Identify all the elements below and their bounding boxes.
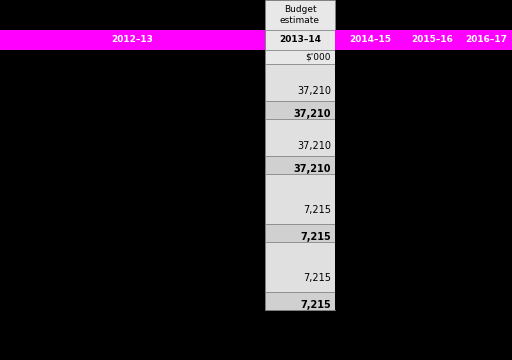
Bar	[0, 224, 265, 242]
Bar	[0, 30, 265, 50]
Bar	[405, 30, 460, 50]
Text: 7,215: 7,215	[303, 273, 331, 283]
Bar	[265, 50, 335, 64]
Bar	[265, 224, 335, 242]
Text: 2015–16: 2015–16	[412, 36, 454, 45]
Bar	[265, 101, 335, 119]
Text: 37,210: 37,210	[293, 109, 331, 119]
Text: 7,215: 7,215	[300, 300, 331, 310]
Bar	[265, 30, 335, 50]
Bar	[0, 119, 265, 156]
Text: 37,210: 37,210	[293, 164, 331, 174]
Bar	[335, 156, 405, 174]
Bar	[335, 30, 405, 50]
Text: 37,210: 37,210	[297, 141, 331, 150]
Bar	[460, 174, 512, 224]
Bar	[405, 292, 460, 310]
Bar	[335, 50, 405, 64]
Bar	[460, 50, 512, 64]
Bar	[265, 292, 335, 310]
Bar	[405, 101, 460, 119]
Bar	[335, 242, 405, 292]
Bar	[460, 156, 512, 174]
Text: Budget
estimate: Budget estimate	[280, 5, 320, 25]
Bar	[335, 292, 405, 310]
Bar	[265, 174, 335, 224]
Text: 7,215: 7,215	[303, 205, 331, 215]
Bar	[460, 119, 512, 156]
Bar	[0, 292, 265, 310]
Text: 2013–14: 2013–14	[279, 36, 321, 45]
Text: $'000: $'000	[306, 53, 331, 62]
Bar	[0, 101, 265, 119]
Bar	[405, 64, 460, 101]
Bar	[405, 174, 460, 224]
Bar	[460, 242, 512, 292]
Bar	[405, 224, 460, 242]
Text: 2016–17: 2016–17	[465, 36, 507, 45]
Bar	[460, 292, 512, 310]
Bar	[0, 64, 265, 101]
Bar	[335, 64, 405, 101]
Bar	[335, 119, 405, 156]
Bar	[460, 64, 512, 101]
Bar	[405, 119, 460, 156]
Text: 7,215: 7,215	[300, 232, 331, 242]
Bar	[0, 242, 265, 292]
Text: 2012–13: 2012–13	[112, 36, 154, 45]
Bar	[265, 0, 335, 30]
Bar	[460, 30, 512, 50]
Text: 2014–15: 2014–15	[349, 36, 391, 45]
Bar	[0, 50, 265, 64]
Bar	[405, 242, 460, 292]
Bar	[460, 224, 512, 242]
Bar	[265, 64, 335, 101]
Text: 37,210: 37,210	[297, 86, 331, 96]
Bar	[265, 156, 335, 174]
Bar	[405, 156, 460, 174]
Bar	[460, 101, 512, 119]
Bar	[335, 101, 405, 119]
Bar	[0, 156, 265, 174]
Bar	[335, 174, 405, 224]
Bar	[0, 174, 265, 224]
Bar	[335, 224, 405, 242]
Bar	[265, 242, 335, 292]
Bar	[405, 50, 460, 64]
Bar	[265, 119, 335, 156]
